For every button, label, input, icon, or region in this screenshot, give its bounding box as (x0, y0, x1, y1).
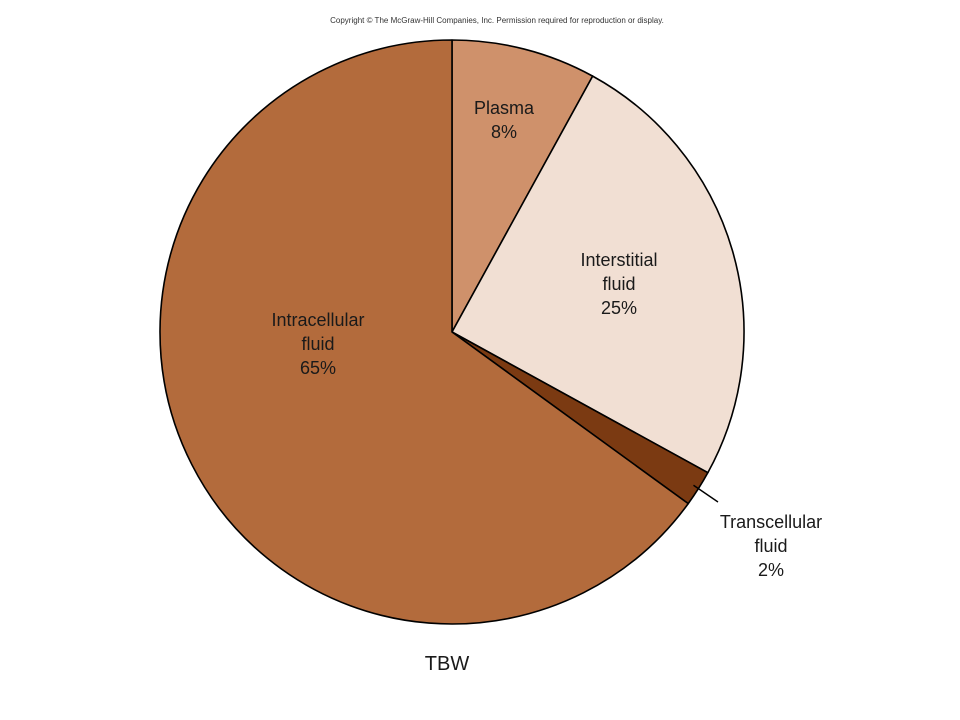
slice-label-3: Intracellular fluid 65% (271, 310, 364, 378)
pie-labels: Plasma 8% Interstitial fluid 25% Transcellula… (271, 98, 822, 580)
pie-slice-1 (451, 75, 745, 474)
slice-label-line: Transcellular (720, 512, 822, 532)
slice-label-line: 65% (300, 358, 336, 378)
slice-label-1: Interstitial fluid 25% (580, 250, 657, 318)
slice-label-line: Plasma (474, 98, 535, 118)
slice-label-line: fluid (301, 334, 334, 354)
pie-slice-3 (159, 39, 690, 625)
slice-label-line: fluid (602, 274, 635, 294)
pie-slice-0 (451, 39, 594, 333)
slice-label-line: 8% (491, 122, 517, 142)
slice-label-line: 25% (601, 298, 637, 318)
copyright-notice: Copyright © The McGraw-Hill Companies, I… (330, 16, 664, 25)
slice-label-line: Intracellular (271, 310, 364, 330)
slice-label-line: Interstitial (580, 250, 657, 270)
slice-label-line: fluid (754, 536, 787, 556)
pie-caption: TBW (425, 653, 470, 675)
leader-line-2 (693, 484, 719, 503)
slice-label-2: Transcellular fluid 2% (720, 512, 822, 580)
pie-slices (159, 39, 745, 625)
slice-label-line: 2% (758, 560, 784, 580)
slice-label-0: Plasma 8% (474, 98, 535, 142)
